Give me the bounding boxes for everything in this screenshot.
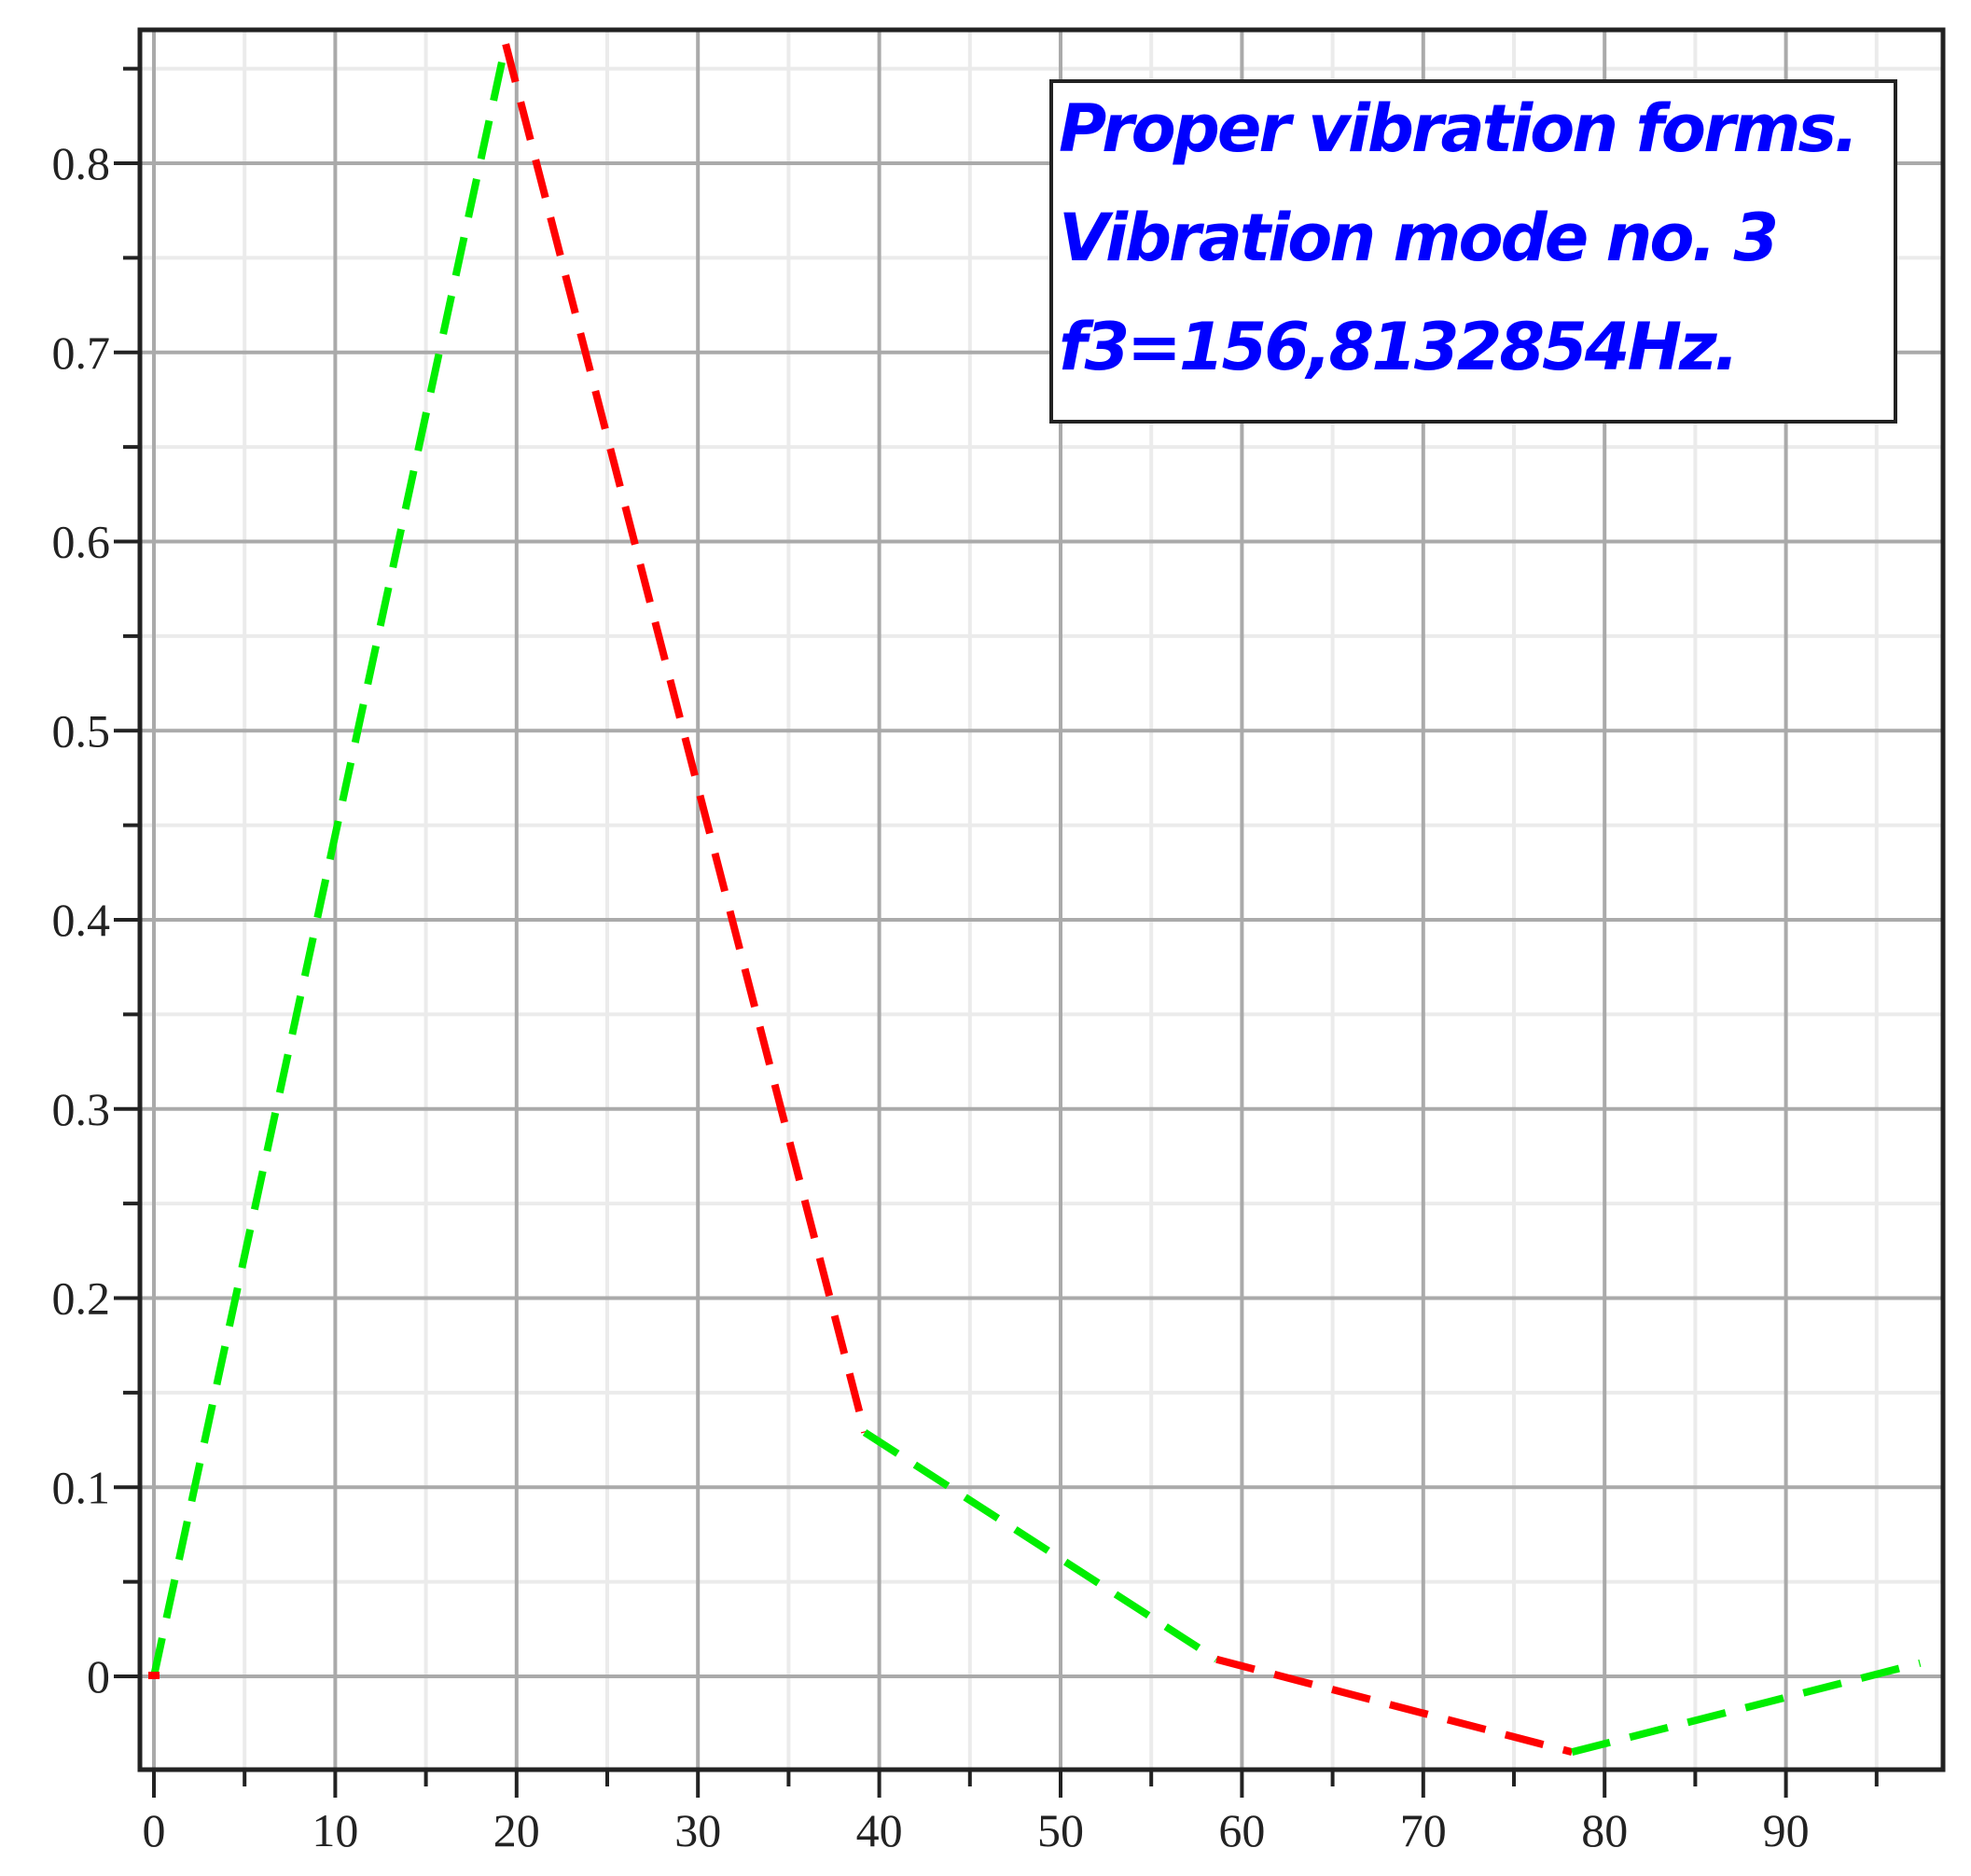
y-tick-label: 0.2: [52, 1272, 111, 1325]
x-tick-label: 0: [143, 1804, 166, 1856]
y-tick-label: 0.4: [52, 894, 111, 946]
data-series: [148, 43, 1922, 1756]
x-axis-tick-labels: 0 10 20 30 40 50 60 70 80 90: [143, 1804, 1810, 1856]
start-marker: [148, 1672, 160, 1679]
series-segment-5: [1571, 1659, 1922, 1756]
series-segment-1: [150, 43, 510, 1677]
x-tick-label: 80: [1581, 1804, 1628, 1856]
plot-frame: [137, 27, 1946, 1772]
y-axis-tick-labels: 0 0.1 0.2 0.3 0.4 0.5 0.6 0.7 0.8: [52, 137, 111, 1702]
x-tick-label: 40: [856, 1804, 903, 1856]
x-tick-label: 70: [1400, 1804, 1447, 1856]
legend-annotation-box: Proper vibration forms. Vibration mode n…: [1049, 79, 1897, 424]
x-tick-label: 90: [1763, 1804, 1810, 1856]
y-tick-label: 0.6: [52, 516, 111, 568]
series-segment-3: [862, 1429, 1219, 1663]
series-segment-2: [502, 43, 868, 1434]
y-tick-label: 0.8: [52, 137, 111, 189]
x-tick-label: 20: [493, 1804, 540, 1856]
x-tick-label: 60: [1218, 1804, 1265, 1856]
y-tick-label: 0.7: [52, 327, 111, 379]
y-tick-label: 0.1: [52, 1461, 111, 1513]
x-tick-label: 50: [1037, 1804, 1084, 1856]
legend-title-line: Proper vibration forms.: [1059, 90, 1859, 167]
series-segment-4: [1215, 1655, 1574, 1756]
y-tick-label: 0.5: [52, 704, 111, 757]
x-tick-label: 30: [674, 1804, 721, 1856]
legend-frequency-line: f3=156,8132854Hz.: [1059, 309, 1739, 385]
y-tick-label: 0.3: [52, 1083, 111, 1135]
legend-mode-line: Vibration mode no. 3: [1059, 200, 1779, 276]
axis-ticks: [114, 66, 1879, 1798]
y-tick-label: 0: [87, 1650, 110, 1702]
x-tick-label: 10: [312, 1804, 358, 1856]
